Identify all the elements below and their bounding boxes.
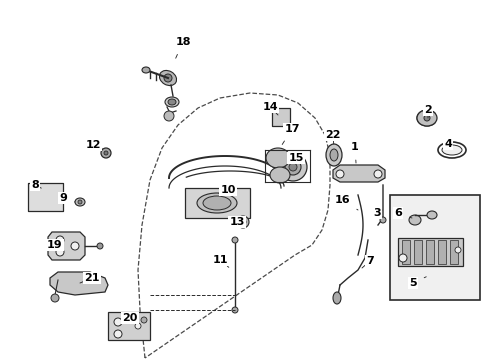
Bar	[397, 238, 462, 266]
Circle shape	[231, 307, 238, 313]
Bar	[271, 108, 289, 126]
Text: 8: 8	[31, 180, 41, 190]
Bar	[449, 240, 457, 264]
Text: 10: 10	[219, 185, 235, 195]
Ellipse shape	[75, 198, 85, 206]
Text: 17: 17	[282, 124, 299, 144]
Text: 19: 19	[47, 240, 63, 250]
Text: 20: 20	[122, 313, 138, 323]
Circle shape	[71, 242, 79, 250]
Ellipse shape	[164, 97, 179, 107]
Ellipse shape	[159, 71, 176, 86]
Ellipse shape	[416, 110, 436, 126]
Text: 3: 3	[372, 208, 381, 218]
Text: 18: 18	[175, 37, 190, 58]
Polygon shape	[48, 232, 85, 260]
Circle shape	[373, 170, 381, 178]
Ellipse shape	[269, 167, 289, 183]
Bar	[401, 240, 409, 264]
Circle shape	[135, 323, 141, 329]
Ellipse shape	[408, 215, 420, 225]
Text: 14: 14	[262, 102, 278, 115]
Circle shape	[335, 170, 343, 178]
Bar	[184, 188, 249, 218]
Polygon shape	[332, 165, 384, 182]
Circle shape	[56, 236, 64, 244]
Text: 6: 6	[393, 208, 411, 218]
Circle shape	[97, 243, 103, 249]
Ellipse shape	[325, 144, 341, 166]
Text: 5: 5	[408, 277, 426, 288]
Circle shape	[101, 148, 111, 158]
Circle shape	[56, 248, 64, 256]
Bar	[389, 195, 479, 300]
Circle shape	[51, 294, 59, 302]
Text: 22: 22	[325, 130, 340, 144]
Text: 9: 9	[59, 193, 75, 203]
Text: 11: 11	[212, 255, 228, 267]
Circle shape	[240, 219, 245, 225]
Circle shape	[288, 163, 296, 171]
Ellipse shape	[332, 292, 340, 304]
Bar	[425, 240, 433, 264]
Text: 2: 2	[423, 105, 431, 118]
Bar	[108, 312, 150, 340]
Circle shape	[141, 317, 147, 323]
Bar	[413, 240, 421, 264]
Text: 16: 16	[333, 195, 357, 210]
Text: 21: 21	[80, 273, 100, 283]
Ellipse shape	[426, 211, 436, 219]
Circle shape	[78, 200, 82, 204]
Text: 1: 1	[350, 142, 358, 163]
Circle shape	[163, 74, 172, 82]
Circle shape	[237, 216, 248, 228]
Circle shape	[379, 217, 385, 223]
Circle shape	[114, 330, 122, 338]
Bar	[28, 183, 63, 211]
Ellipse shape	[265, 148, 289, 168]
Text: 12: 12	[85, 140, 102, 150]
Ellipse shape	[329, 149, 337, 161]
Ellipse shape	[441, 145, 461, 155]
Ellipse shape	[168, 99, 176, 105]
Text: 4: 4	[443, 139, 451, 149]
Circle shape	[163, 111, 174, 121]
Circle shape	[104, 151, 108, 155]
Circle shape	[231, 237, 238, 243]
Ellipse shape	[142, 67, 150, 73]
Text: 13: 13	[229, 217, 244, 227]
Circle shape	[423, 115, 429, 121]
Text: 15: 15	[288, 153, 303, 163]
Polygon shape	[50, 272, 108, 295]
Text: 7: 7	[361, 256, 373, 268]
Bar	[437, 240, 445, 264]
Ellipse shape	[203, 196, 230, 210]
Circle shape	[398, 254, 406, 262]
Circle shape	[454, 247, 460, 253]
Circle shape	[285, 159, 301, 175]
Circle shape	[279, 153, 306, 181]
Ellipse shape	[197, 193, 237, 213]
Circle shape	[114, 318, 122, 326]
